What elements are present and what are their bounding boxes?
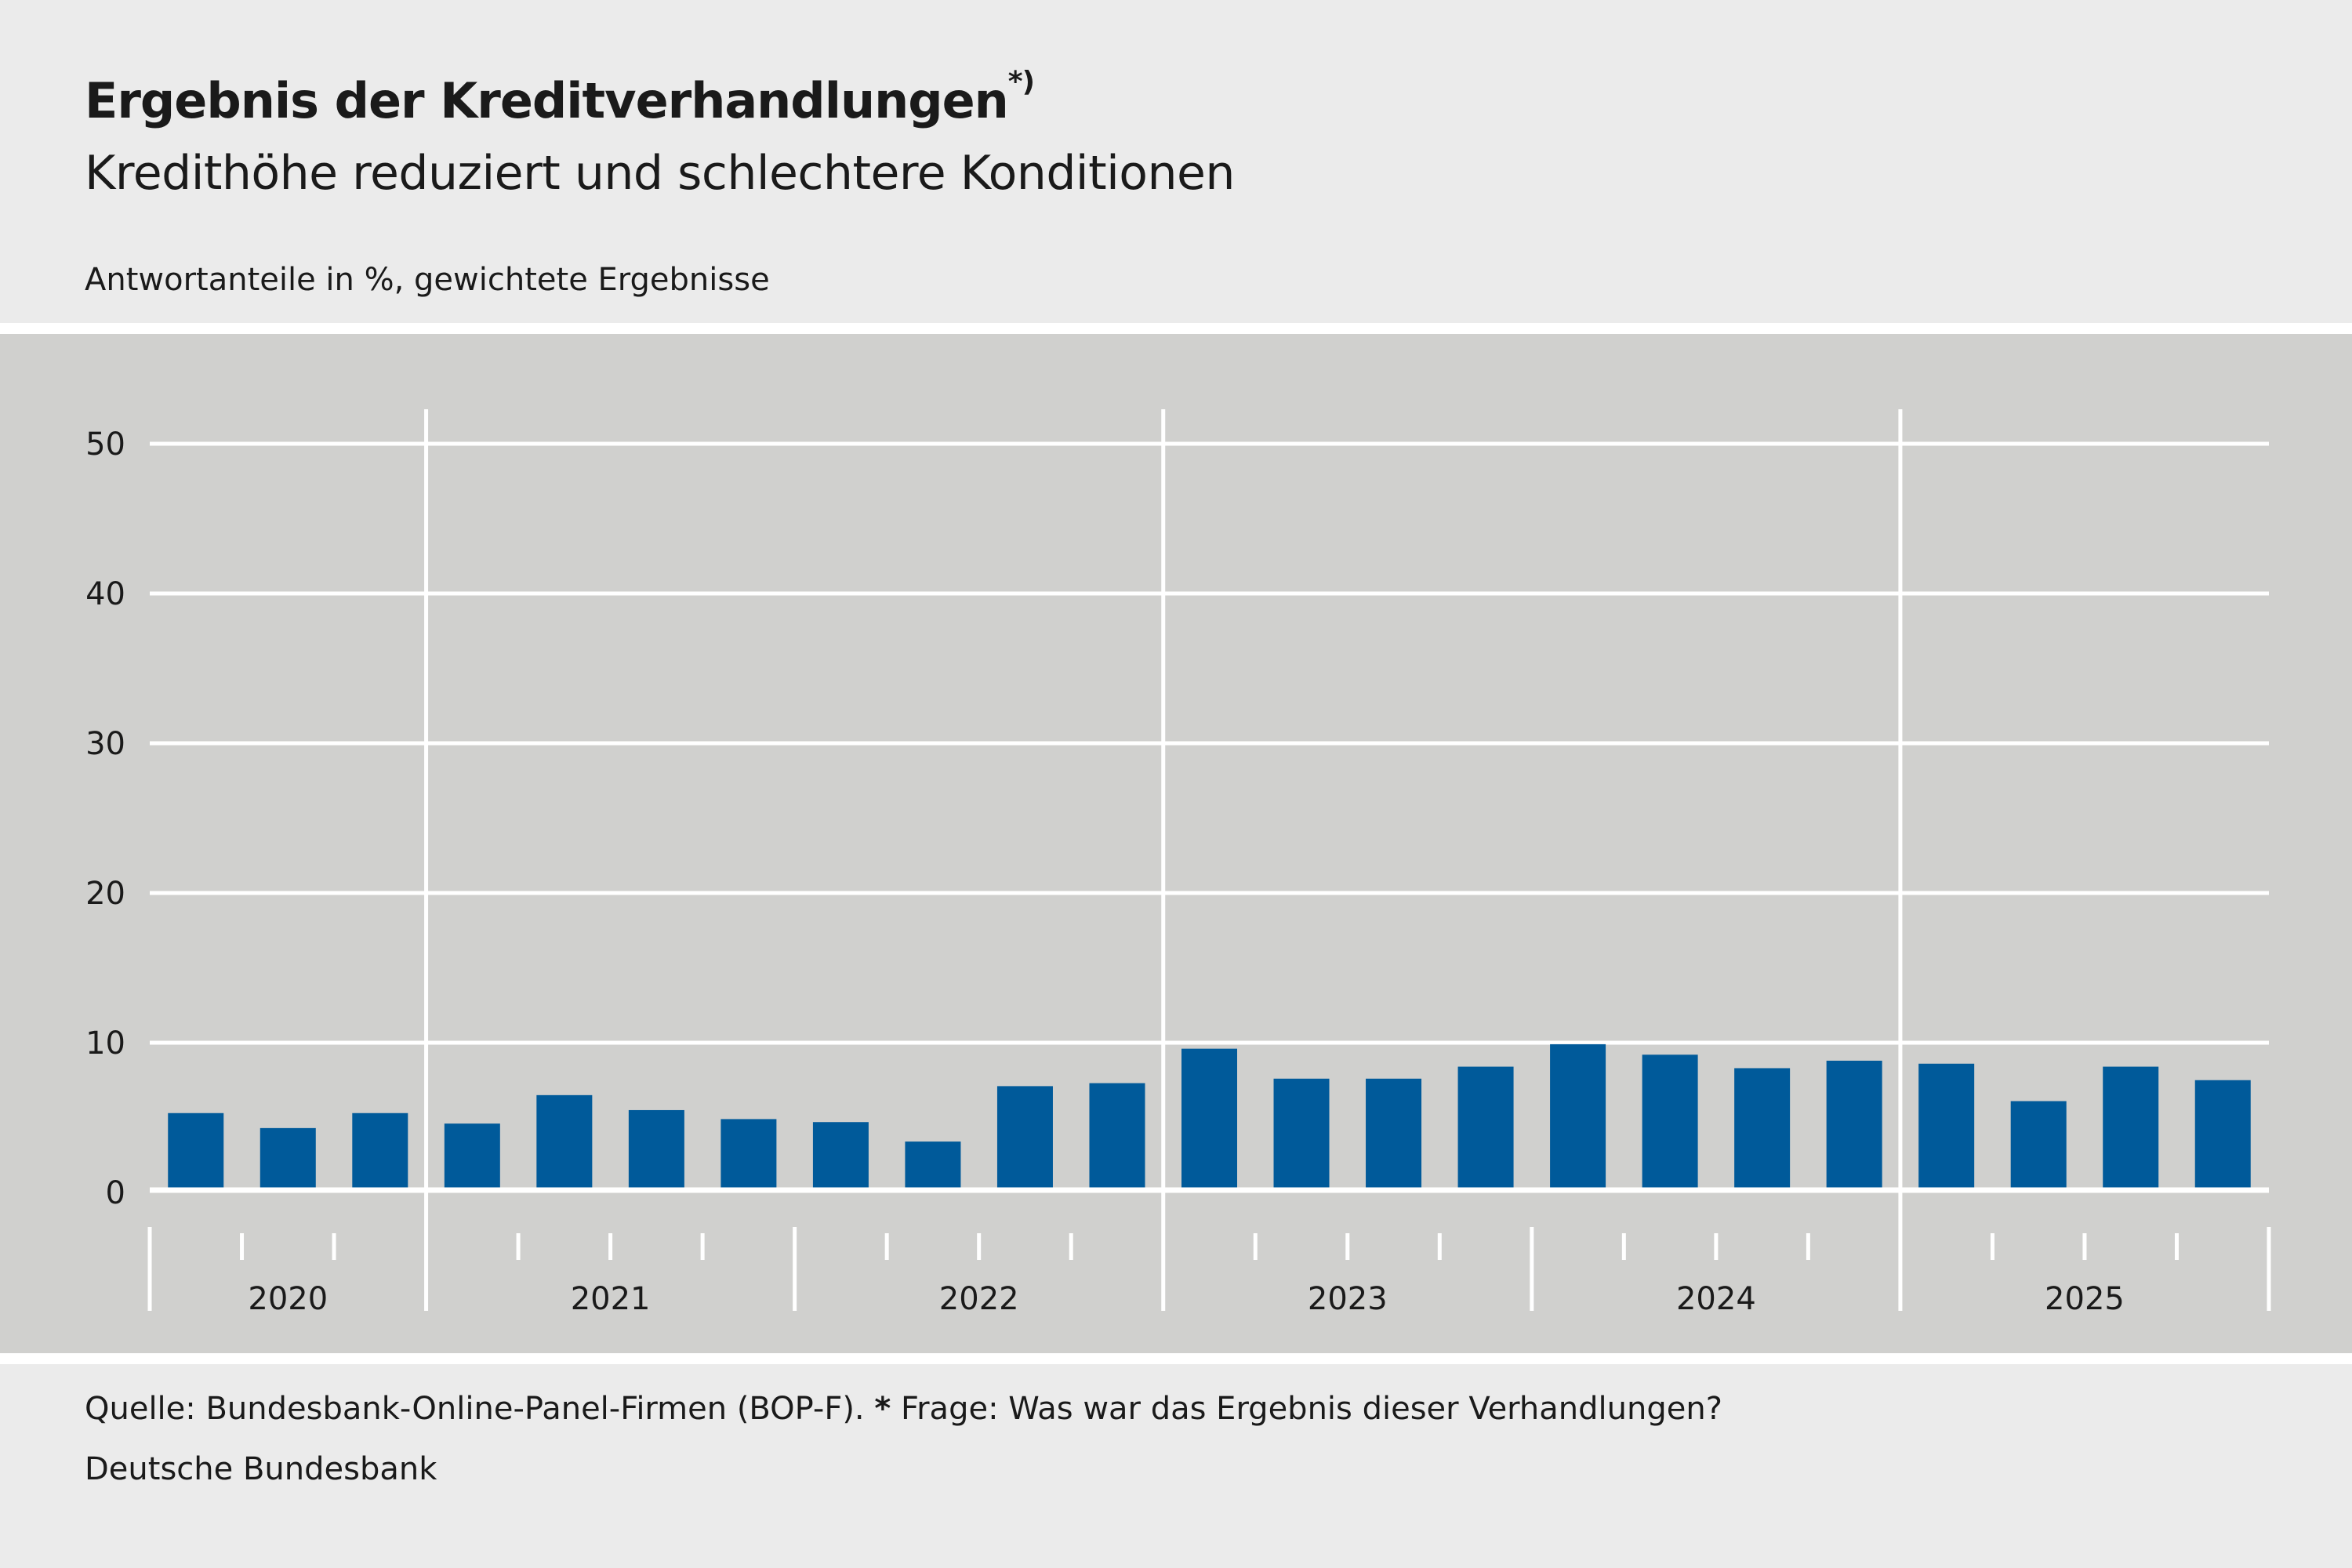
unit-note: Antwortanteile in %, gewichtete Ergebnis… (85, 262, 770, 298)
y-tick-label: 30 (85, 726, 125, 762)
y-tick-label: 50 (85, 426, 125, 463)
y-tick-label: 40 (85, 576, 125, 612)
bar (905, 1142, 961, 1188)
bar (260, 1127, 316, 1188)
y-tick-label: 20 (85, 876, 125, 912)
note-text: Frage: Was war das Ergebnis dieser Verha… (901, 1391, 1722, 1427)
bar (1826, 1060, 1882, 1188)
y-tick-label: 0 (106, 1175, 125, 1211)
bar (1457, 1066, 1514, 1188)
chart-subtitle: Kredithöhe reduziert und schlechtere Kon… (85, 146, 1235, 201)
x-year-label: 2021 (571, 1281, 651, 1317)
bar (628, 1109, 684, 1188)
bar (1366, 1078, 1422, 1188)
x-year-label: 2025 (2045, 1281, 2125, 1317)
bottom-divider (0, 1353, 2352, 1364)
x-year-label: 2023 (1308, 1281, 1388, 1317)
bar (1918, 1063, 1975, 1188)
publisher: Deutsche Bundesbank (85, 1451, 437, 1487)
x-year-label: 2022 (939, 1281, 1019, 1317)
bar (1642, 1054, 1698, 1188)
bar (812, 1122, 869, 1188)
bar (2010, 1101, 2067, 1188)
y-tick-label: 10 (85, 1025, 125, 1062)
bar (168, 1112, 224, 1188)
note-marker: * (874, 1391, 891, 1427)
source-note: Quelle: Bundesbank-Online-Panel-Firmen (… (85, 1391, 1722, 1427)
title-footnote-marker: *) (1007, 66, 1035, 98)
bar (1089, 1083, 1145, 1188)
x-year-label: 2024 (1676, 1281, 1756, 1317)
bar (1550, 1044, 1606, 1188)
bar (720, 1119, 777, 1188)
x-year-label: 2020 (248, 1281, 328, 1317)
bar (444, 1123, 500, 1188)
bar (996, 1086, 1053, 1188)
bar (1273, 1078, 1330, 1188)
top-divider (0, 323, 2352, 334)
chart-title: Ergebnis der Kreditverhandlungen*) (85, 66, 1035, 129)
source-text: Quelle: Bundesbank-Online-Panel-Firmen (… (85, 1391, 865, 1427)
bar (2103, 1066, 2159, 1188)
bar (1734, 1068, 1791, 1188)
bar (352, 1112, 408, 1188)
bar (1181, 1048, 1237, 1188)
bar (536, 1094, 593, 1188)
title-text: Ergebnis der Kreditverhandlungen (85, 72, 1009, 129)
bar (2194, 1080, 2251, 1188)
